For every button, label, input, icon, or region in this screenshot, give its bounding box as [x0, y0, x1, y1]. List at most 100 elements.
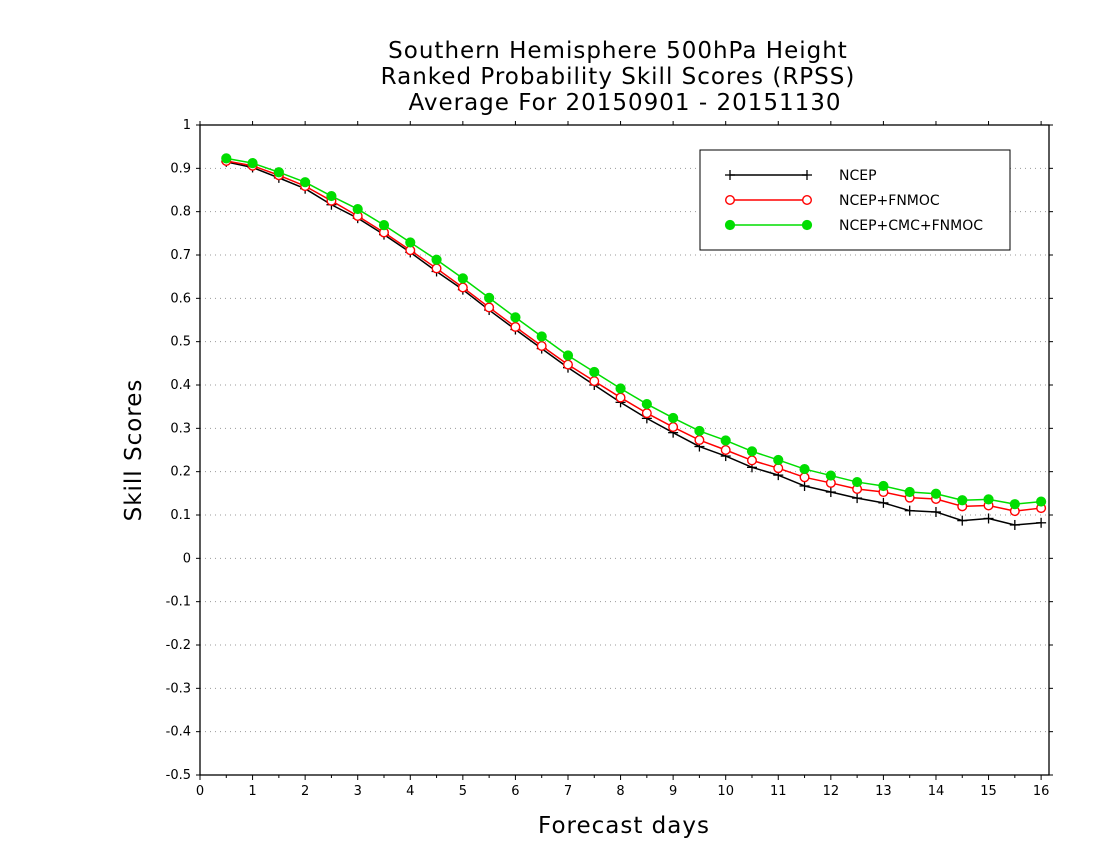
data-point — [326, 190, 337, 202]
data-point — [930, 506, 941, 517]
data-point — [878, 480, 889, 492]
data-point — [300, 177, 311, 188]
data-point — [457, 273, 468, 284]
data-point — [589, 376, 600, 387]
legend-marker-start — [725, 170, 735, 180]
x-tick-label: 9 — [669, 784, 677, 799]
data-point — [273, 167, 284, 178]
data-point — [694, 425, 705, 437]
y-axis-label: Skill Scores — [121, 379, 147, 522]
data-point — [431, 263, 442, 274]
y-tick-label: 0.7 — [170, 248, 191, 263]
legend-label: NCEP+FNMOC — [839, 193, 940, 209]
data-point — [510, 321, 521, 332]
axes: -0.5 -0.4 -0.3 -0.2 -0.1 0 0.1 0.2 0.3 0.4 0.5 0.6 0… — [166, 118, 1053, 799]
data-point — [878, 497, 889, 508]
data-point — [247, 158, 258, 169]
y-tick-label: 0.1 — [170, 508, 191, 523]
data-point — [562, 350, 574, 361]
data-point — [904, 486, 915, 498]
data-point — [746, 455, 757, 466]
data-point — [1009, 499, 1020, 510]
legend-entry: NCEP — [725, 168, 877, 184]
x-tick-label: 0 — [196, 784, 204, 799]
legend: NCEP NCEP+FNMOC NCEP+CMC+FNMOC — [699, 149, 1011, 251]
plot-frame — [199, 124, 1050, 776]
legend-label: NCEP+CMC+FNMOC — [839, 218, 983, 234]
x-tick-label: 7 — [564, 784, 572, 799]
data-point — [957, 515, 968, 526]
data-point — [904, 505, 915, 516]
data-point — [562, 359, 573, 370]
data-point — [431, 254, 442, 265]
x-tick-label: 10 — [717, 784, 734, 799]
data-point — [641, 408, 652, 419]
y-tick-label: -0.1 — [166, 595, 191, 610]
data-point — [589, 366, 600, 378]
data-point — [746, 446, 758, 457]
x-axis-label: Forecast days — [538, 813, 710, 839]
data-point — [1036, 517, 1047, 528]
data-point — [221, 153, 232, 164]
y-tick-label: 0.9 — [170, 161, 191, 176]
data-point — [536, 331, 547, 342]
title-line-3: Average For 20150901 - 20151130 — [408, 90, 841, 116]
data-point — [799, 463, 810, 475]
data-point — [484, 302, 495, 313]
legend-label: NCEP — [839, 168, 877, 184]
y-tick-label: 0.3 — [170, 421, 191, 436]
data-point — [957, 495, 968, 506]
data-point — [405, 237, 416, 248]
x-tick-label: 3 — [354, 784, 362, 799]
chart-title: Southern Hemisphere 500hPa Height Ranked… — [381, 38, 856, 116]
x-tick-label: 8 — [616, 784, 624, 799]
data-point — [615, 383, 626, 394]
title-line-2: Ranked Probability Skill Scores (RPSS) — [381, 64, 856, 90]
data-point — [983, 513, 994, 524]
data-point — [930, 488, 942, 499]
y-tick-label: 0.5 — [170, 335, 191, 350]
y-tick-label: -0.2 — [166, 638, 191, 653]
y-tick-label: 1 — [183, 118, 191, 133]
legend-marker-end — [801, 219, 813, 231]
y-tick-label: 0.8 — [170, 205, 191, 220]
data-point — [852, 476, 863, 488]
x-tick-label: 11 — [770, 784, 787, 799]
x-tick-label: 14 — [928, 784, 945, 799]
data-point — [378, 220, 390, 231]
data-point — [799, 480, 810, 491]
data-point — [694, 435, 705, 446]
series-ncep-cmc-fnmoc — [221, 153, 1047, 510]
series-line — [226, 161, 1042, 526]
legend-marker-end — [802, 170, 812, 180]
legend-marker-start — [724, 219, 736, 231]
data-point — [484, 292, 495, 303]
data-point — [668, 412, 679, 424]
data-point — [457, 282, 468, 293]
x-tick-label: 1 — [248, 784, 256, 799]
data-point — [825, 487, 836, 498]
title-line-1: Southern Hemisphere 500hPa Height — [388, 38, 848, 64]
x-tick-label: 16 — [1033, 784, 1050, 799]
legend-entry: NCEP+CMC+FNMOC — [724, 218, 983, 234]
y-tick-label: -0.4 — [166, 725, 191, 740]
x-tick-label: 13 — [875, 784, 892, 799]
data-point — [983, 494, 994, 505]
y-tick-label: -0.3 — [166, 681, 191, 696]
data-point — [641, 398, 652, 410]
y-tick-label: 0.4 — [170, 378, 191, 393]
data-point — [720, 435, 731, 446]
y-tick-label: -0.5 — [166, 768, 191, 783]
data-point — [536, 341, 547, 352]
data-point — [825, 470, 836, 481]
data-point — [615, 392, 626, 403]
data-point — [352, 203, 363, 215]
y-tick-label: 0 — [183, 551, 191, 566]
legend-marker-end — [802, 194, 813, 205]
data-point — [720, 445, 731, 456]
x-tick-label: 6 — [511, 784, 519, 799]
legend-marker-start — [725, 194, 736, 205]
x-tick-label: 5 — [459, 784, 467, 799]
x-tick-label: 4 — [406, 784, 414, 799]
y-tick-label: 0.6 — [170, 291, 191, 306]
